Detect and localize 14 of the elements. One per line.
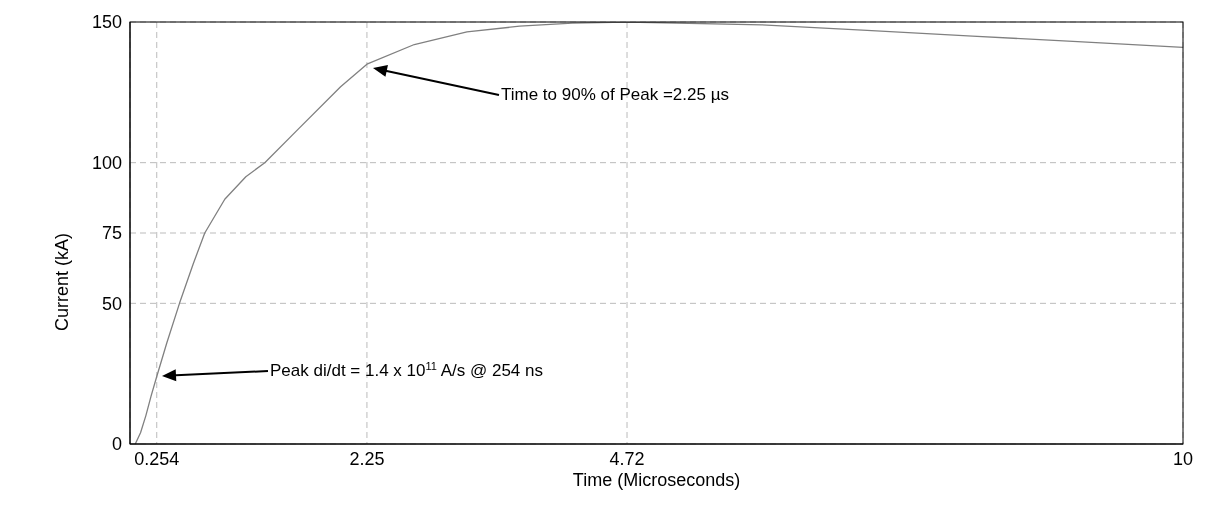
x-tick-label: 2.25 — [349, 448, 385, 469]
y-axis-title: Current (kA) — [52, 233, 73, 332]
x-tick-label: 4.72 — [609, 448, 645, 469]
y-tick-label: 150 — [91, 12, 122, 33]
annotation: Peak di/dt = 1.4 x 10$^{11}$ A/s @ 254 ns — [270, 360, 543, 380]
x-tick-label: 0.254 — [134, 448, 180, 469]
y-tick-label: 50 — [101, 293, 122, 314]
y-tick-label: 100 — [91, 153, 122, 174]
annotation: Time to 90% of Peak =2.25 µs — [501, 85, 729, 104]
x-axis-title: Time (Microseconds) — [572, 470, 741, 490]
y-tick-label: 75 — [101, 223, 122, 244]
y-tick-label: 0 — [111, 434, 122, 455]
line-series — [134, 22, 1183, 444]
x-tick-label: 10 — [1172, 448, 1194, 469]
